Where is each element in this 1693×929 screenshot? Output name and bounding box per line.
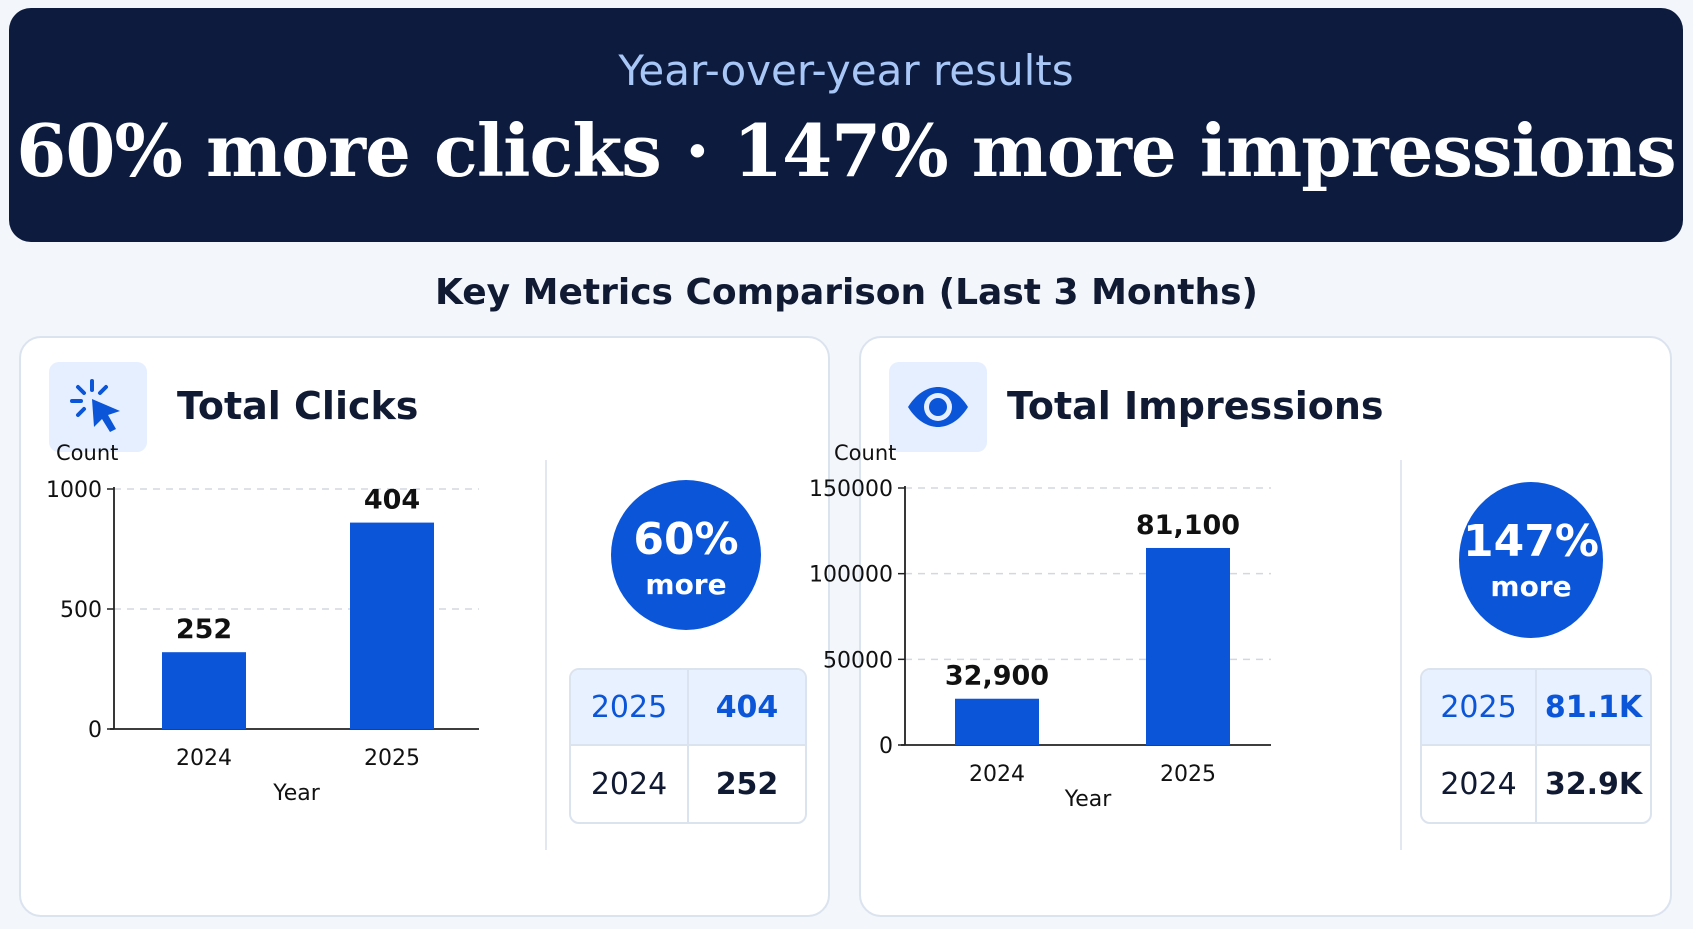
year-cell: 2025: [1422, 670, 1537, 744]
impressions-increase-badge: 147% more: [1459, 482, 1603, 638]
card-divider: [545, 460, 547, 850]
y-axis-label: Count: [834, 441, 896, 465]
bar: [955, 698, 1039, 745]
y-tick-label: 100000: [809, 563, 893, 588]
card-divider: [1400, 460, 1402, 850]
x-tick-label: 2025: [1160, 762, 1216, 787]
impressions-summary-table: 2025 81.1K 2024 32.9K: [1420, 668, 1652, 824]
badge-percent: 60%: [633, 514, 739, 565]
data-label: 81,100: [1136, 510, 1240, 541]
x-tick-label: 2024: [969, 762, 1025, 787]
table-row: 2024 32.9K: [1422, 746, 1650, 822]
clicks-bar-chart: 0 500 1000 Count 252 2024 404 2025 Year: [46, 441, 479, 806]
table-row: 2025 81.1K: [1422, 670, 1650, 746]
data-label: 252: [176, 614, 232, 645]
value-cell: 32.9K: [1544, 766, 1643, 802]
y-tick-label: 500: [60, 598, 102, 623]
x-axis-label: Year: [272, 781, 321, 806]
y-axis-label: Count: [56, 441, 118, 465]
data-label: 32,900: [945, 661, 1049, 692]
card-title-impressions: Total Impressions: [1007, 384, 1384, 428]
y-tick-label: 1000: [46, 478, 102, 503]
bar: [350, 522, 434, 729]
results-banner: Year-over-year results 60% more clicks ·…: [9, 8, 1683, 242]
data-label: 404: [364, 485, 420, 516]
impressions-card: Total Impressions 0 50000 100000 150000 Coun…: [809, 336, 1672, 917]
year-cell: 2024: [1422, 746, 1537, 822]
eye-icon: [889, 362, 987, 452]
value-cell: 404: [715, 689, 779, 725]
x-tick-label: 2024: [176, 746, 232, 771]
badge-word: more: [645, 568, 727, 601]
table-row: 2024 252: [571, 746, 805, 822]
value-cell: 252: [715, 766, 779, 802]
year-cell: 2025: [571, 670, 689, 744]
bar: [1146, 547, 1230, 745]
impressions-bar-chart: 0 50000 100000 150000 Count 32,900 2024 81,100 2…: [809, 441, 1271, 812]
cursor-click-icon: [49, 362, 147, 452]
banner-headline: 60% more clicks · 147% more impressions: [16, 108, 1676, 193]
clicks-increase-badge: 60% more: [611, 480, 761, 630]
table-row: 2025 404: [571, 670, 805, 746]
bar: [162, 652, 246, 729]
value-cell: 81.1K: [1544, 689, 1643, 725]
card-title-clicks: Total Clicks: [177, 384, 419, 428]
x-axis-label: Year: [1064, 787, 1113, 812]
badge-word: more: [1490, 570, 1572, 603]
x-tick-label: 2025: [364, 746, 420, 771]
badge-percent: 147%: [1463, 516, 1599, 567]
year-cell: 2024: [571, 746, 689, 822]
clicks-card: Total Clicks 0 500 1000 Count 252 2024 404 2025…: [19, 336, 830, 917]
section-title: Key Metrics Comparison (Last 3 Months): [434, 272, 1258, 313]
y-tick-label: 0: [879, 734, 893, 759]
clicks-summary-table: 2025 404 2024 252: [569, 668, 807, 824]
y-tick-label: 0: [88, 718, 102, 743]
y-tick-label: 50000: [823, 648, 893, 673]
y-tick-label: 150000: [809, 477, 893, 502]
banner-subtitle: Year-over-year results: [618, 46, 1074, 95]
